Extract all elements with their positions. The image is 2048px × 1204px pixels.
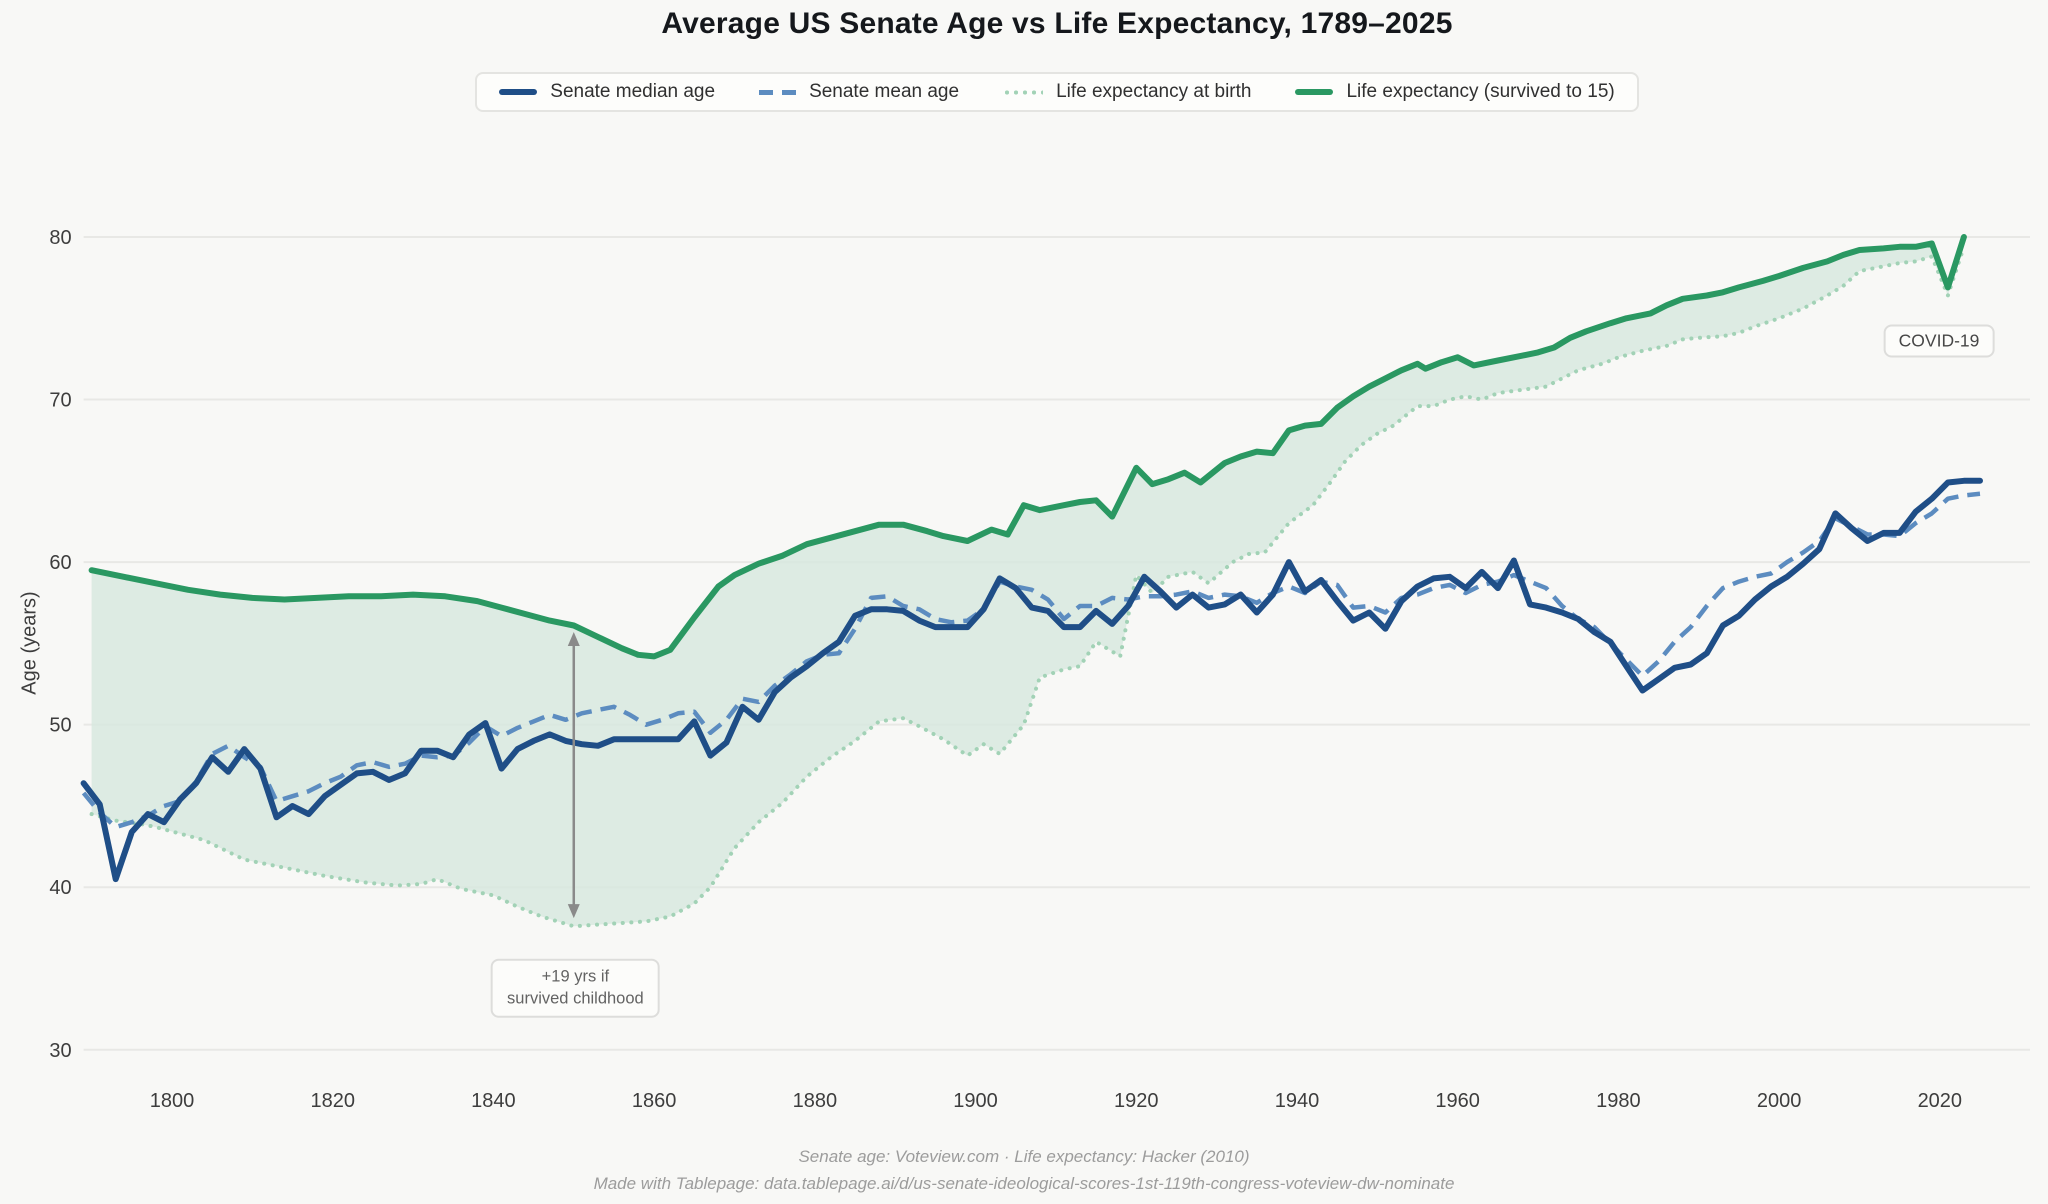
x-tick-label: 2000 xyxy=(1757,1090,1802,1112)
y-tick-label: 30 xyxy=(49,1040,71,1062)
annotation-gap-line2: survived childhood xyxy=(507,990,644,1009)
legend-item-senate-median: Senate median age xyxy=(499,81,715,103)
series-line-mean xyxy=(81,491,1981,830)
legend-label: Senate mean age xyxy=(809,81,960,102)
x-tick-label: 1900 xyxy=(953,1090,998,1112)
chart-title: Average US Senate Age vs Life Expectancy… xyxy=(661,7,1453,40)
x-tick-label: 1920 xyxy=(1114,1090,1159,1112)
chart-footer: Senate age: Voteview.com · Life expectan… xyxy=(0,1143,2048,1197)
green-line-swatch-icon xyxy=(1295,89,1334,95)
x-tick-label: 1820 xyxy=(310,1090,355,1112)
x-tick-label: 2020 xyxy=(1918,1090,1963,1112)
median-line-swatch-icon xyxy=(499,89,538,95)
gap-arrow-head-up-icon xyxy=(567,632,580,647)
y-tick-label: 40 xyxy=(49,877,71,899)
x-tick-label: 1860 xyxy=(632,1090,677,1112)
mean-dashed-line-swatch-icon xyxy=(759,89,797,95)
x-tick-label: 1960 xyxy=(1435,1090,1480,1112)
footer-sources: Senate age: Voteview.com · Life expectan… xyxy=(798,1147,1250,1166)
legend-label: Life expectancy (survived to 15) xyxy=(1346,81,1615,102)
x-tick-label: 1880 xyxy=(793,1090,838,1112)
legend-item-life-expectancy-survived15: Life expectancy (survived to 15) xyxy=(1295,81,1615,103)
x-tick-label: 1980 xyxy=(1596,1090,1641,1112)
annotation-covid-label: COVID-19 xyxy=(1883,324,1995,358)
series-line-survived15 xyxy=(88,234,1967,660)
series-line-birth xyxy=(89,244,1966,929)
footer-made-with: Made with Tablepage: data.tablepage.ai/d… xyxy=(593,1174,1455,1193)
dotted-line-swatch-icon xyxy=(1003,89,1044,95)
series-line-median xyxy=(80,477,1983,883)
legend-item-senate-mean: Senate mean age xyxy=(759,81,959,103)
y-tick-label: 60 xyxy=(49,552,71,574)
legend: Senate median age Senate mean age Life e… xyxy=(84,72,2030,112)
gap-arrow-head-down-icon xyxy=(567,904,580,919)
annotation-gap-label: +19 yrs if survived childhood xyxy=(491,958,660,1018)
legend-label: Senate median age xyxy=(550,81,716,102)
x-tick-label: 1940 xyxy=(1275,1090,1320,1112)
legend-item-life-expectancy-birth: Life expectancy at birth xyxy=(1003,81,1251,103)
x-tick-label: 1840 xyxy=(471,1090,516,1112)
y-tick-label: 80 xyxy=(49,227,71,249)
legend-label: Life expectancy at birth xyxy=(1056,81,1252,102)
y-tick-label: 70 xyxy=(49,390,71,412)
annotation-gap-line1: +19 yrs if xyxy=(541,967,610,986)
life-expectancy-gap-area xyxy=(91,237,1964,927)
y-tick-label: 50 xyxy=(49,715,71,737)
x-tick-label: 1800 xyxy=(150,1090,195,1112)
legend-box: Senate median age Senate mean age Life e… xyxy=(475,72,1639,112)
